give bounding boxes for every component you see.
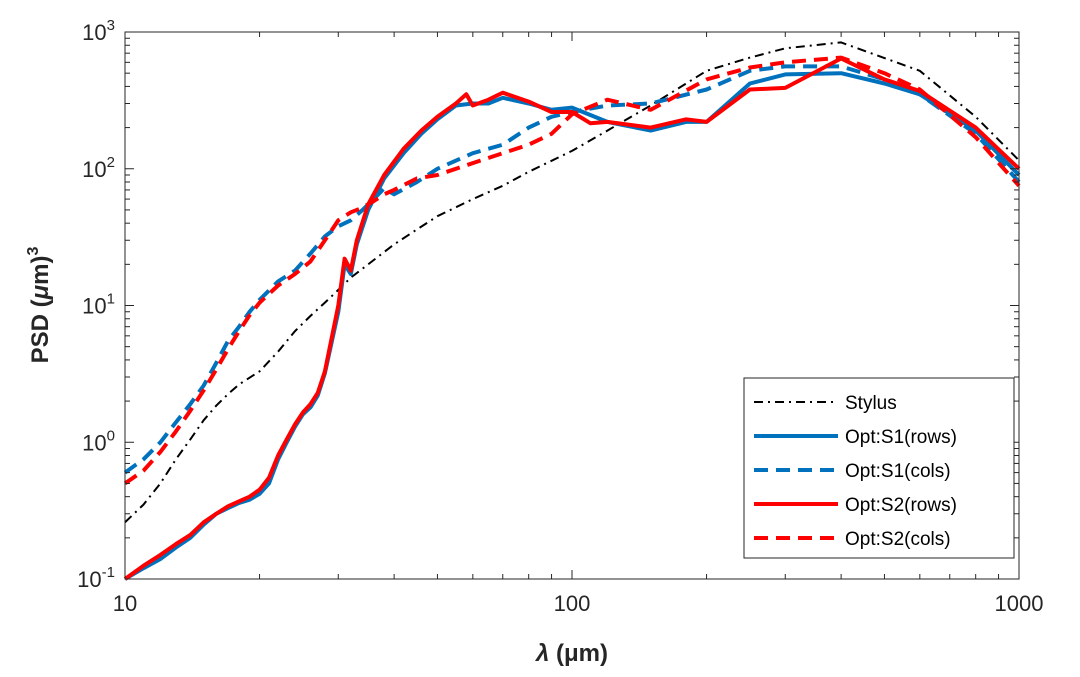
y-tick-label: 102 <box>82 154 115 182</box>
tick-labels: 10 100 1000 10-1 100 101 102 103 <box>77 17 1043 616</box>
y-tick-label: 101 <box>82 291 115 319</box>
legend-label: Opt:S2(cols) <box>845 529 951 550</box>
x-tick-label: 10 <box>113 591 137 616</box>
legend-label: Opt:S2(rows) <box>845 495 957 516</box>
x-axis-label-symbol: λ <box>534 640 549 667</box>
x-axis-label: λ (μm) <box>534 640 608 667</box>
legend-label: Opt:S1(cols) <box>845 461 951 482</box>
legend: Stylus Opt:S1(rows) Opt:S1(cols) Opt:S2(row… <box>743 377 1015 559</box>
y-axis-label-text: PSD ( <box>27 299 54 363</box>
x-tick-label: 100 <box>554 591 591 616</box>
x-tick-label: 1000 <box>995 591 1044 616</box>
y-tick-label: 10-1 <box>77 564 115 592</box>
series-layer <box>123 41 1021 581</box>
ticks-layer <box>124 32 1019 580</box>
y-axis-label-exponent: 3 <box>25 247 42 256</box>
y-tick-label: 100 <box>82 427 115 455</box>
y-tick-label: 103 <box>82 17 115 45</box>
series-line-opt-s2-rows <box>123 56 1021 581</box>
x-axis-label-unit: (μm) <box>549 640 608 667</box>
series-line-stylus <box>124 41 1020 524</box>
y-axis-label-symbol: μ <box>27 284 54 300</box>
legend-label: Opt:S1(rows) <box>845 427 957 448</box>
y-axis-label-unit: m) <box>27 256 54 285</box>
y-axis-label: PSD (μm)3 <box>25 247 54 364</box>
legend-label: Stylus <box>845 393 897 414</box>
series-line-opt-s1-cols <box>123 64 1021 475</box>
